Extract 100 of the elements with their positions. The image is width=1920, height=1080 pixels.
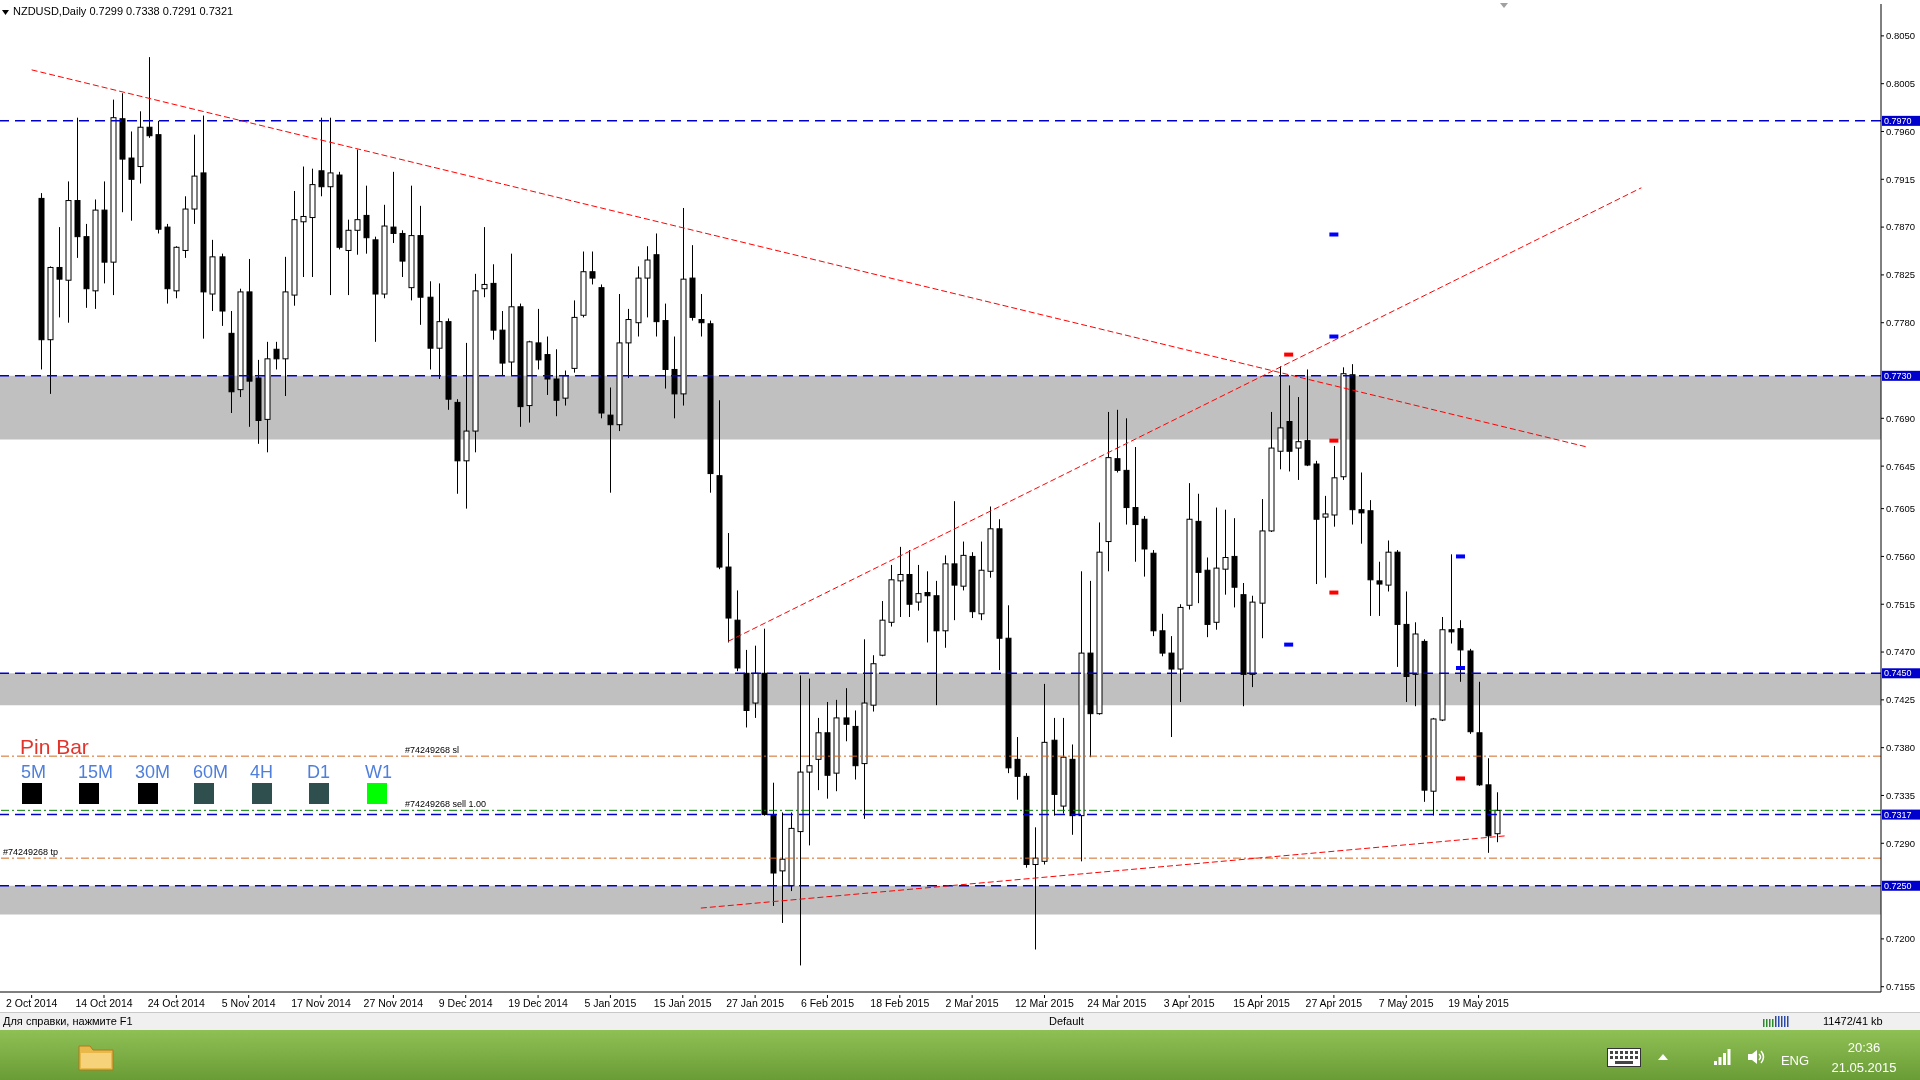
candlestick [1114, 409, 1121, 473]
candlestick [146, 56, 153, 139]
x-tick-label: 15 Jan 2015 [653, 997, 712, 1010]
x-tick-label: 24 Oct 2014 [147, 997, 206, 1010]
ref-line-label: 0.7317 [1884, 809, 1912, 820]
y-tick-label: 0.7605 [1886, 503, 1916, 514]
candlestick [128, 130, 135, 222]
candlestick [843, 687, 850, 742]
candlestick [625, 308, 632, 379]
y-tick-label: 0.7425 [1886, 694, 1916, 706]
x-tick-label: 5 Jan 2015 [584, 997, 637, 1010]
candlestick [806, 678, 813, 846]
annotation: Pin Bar [20, 735, 89, 759]
candlestick [698, 293, 705, 338]
annotation: 30M [135, 762, 171, 783]
x-tick-label: 15 Apr 2015 [1233, 997, 1291, 1010]
candlestick [1014, 736, 1021, 801]
text: 20:36 [1847, 1040, 1881, 1056]
x-tick-label: 14 Oct 2014 [75, 997, 133, 1010]
candlestick [1494, 791, 1501, 843]
y-tick-label: 0.8005 [1886, 78, 1916, 90]
text: Для справки, нажмите F1 [3, 1015, 133, 1028]
candlestick [354, 149, 361, 256]
candlestick [1168, 635, 1175, 738]
candlestick [644, 245, 651, 318]
y-tick-label: 0.7335 [1886, 789, 1916, 801]
y-tick-label: 0.7380 [1886, 742, 1916, 754]
x-tick-label: 19 May 2015 [1448, 997, 1510, 1010]
y-tick-label: 0.7645 [1886, 460, 1916, 472]
x-tick-label: 2 Oct 2014 [5, 997, 58, 1010]
y-tick-label: 0.7825 [1886, 269, 1916, 281]
x-tick-label: 17 Nov 2014 [291, 997, 351, 1010]
text: 21.05.2015 [1831, 1060, 1897, 1076]
x-tick-label: 7 May 2015 [1378, 997, 1434, 1010]
x-tick-label: 6 Feb 2015 [800, 997, 855, 1010]
ref-line-label: #74249268 sl [405, 745, 460, 756]
x-tick-label: 2 Mar 2015 [945, 997, 999, 1010]
candlestick [327, 117, 334, 296]
y-tick-label: 0.7155 [1886, 981, 1916, 993]
y-tick-label: 0.7200 [1886, 933, 1916, 945]
x-tick-label: 27 Apr 2015 [1305, 997, 1363, 1010]
candlestick [1322, 495, 1329, 579]
annotation: 5M [21, 762, 47, 783]
candlestick [390, 171, 397, 244]
candlestick [924, 570, 931, 643]
candlestick [897, 546, 904, 618]
candlestick [1222, 509, 1229, 596]
y-tick-label: 0.7960 [1886, 125, 1916, 137]
ref-line-label: 0.7730 [1884, 370, 1912, 381]
annotation: 15M [78, 762, 114, 783]
candlestick [915, 564, 922, 612]
x-tick-label: 5 Nov 2014 [221, 997, 276, 1010]
candlestick [56, 226, 63, 318]
y-tick-label: 0.7560 [1886, 550, 1916, 562]
candlestick [1448, 553, 1455, 645]
candlestick [273, 341, 280, 370]
candlestick [1457, 619, 1464, 683]
chart-title: NZDUSD,Daily 0.7299 0.7338 0.7291 0.7321 [13, 5, 234, 17]
candlestick [607, 387, 614, 494]
candlestick [1295, 396, 1302, 481]
candlestick [779, 811, 786, 924]
candlestick [1277, 365, 1284, 470]
candlestick [481, 226, 488, 298]
candlestick [1358, 472, 1365, 545]
y-tick-label: 0.8050 [1886, 30, 1916, 42]
annotation: 4H [250, 762, 274, 783]
y-tick-label: 0.7470 [1886, 646, 1916, 658]
y-tick-label: 0.7690 [1886, 412, 1916, 424]
candlestick [1376, 561, 1383, 617]
text: ENG [1780, 1053, 1810, 1069]
candlestick [1159, 613, 1166, 657]
ref-line-label: 0.7250 [1884, 880, 1912, 891]
candlestick [589, 251, 596, 285]
ref-line-label: 0.7970 [1884, 116, 1912, 127]
x-tick-label: 27 Nov 2014 [363, 997, 424, 1010]
candlestick [553, 348, 560, 417]
candlestick [562, 370, 569, 407]
text: Default [1049, 1015, 1084, 1028]
ref-line-label: #74249268 tp [3, 847, 59, 858]
candlestick [1032, 826, 1039, 951]
x-tick-label: 12 Mar 2015 [1015, 997, 1075, 1010]
y-tick-label: 0.7915 [1886, 173, 1916, 185]
ref-line-label: 0.7450 [1884, 668, 1912, 679]
annotation: W1 [365, 762, 392, 783]
x-tick-label: 19 Dec 2014 [508, 997, 569, 1010]
x-tick-label: 27 Jan 2015 [726, 997, 785, 1010]
y-tick-label: 0.7870 [1886, 221, 1916, 233]
candlestick [318, 117, 325, 197]
candlestick [535, 308, 542, 370]
x-tick-label: 9 Dec 2014 [438, 997, 493, 1010]
x-tick-label: 18 Feb 2015 [870, 997, 930, 1010]
annotation: 60M [193, 762, 229, 783]
text: 11472/41 kb [1823, 1015, 1883, 1028]
y-tick-label: 0.7290 [1886, 837, 1916, 849]
annotation: D1 [307, 762, 331, 783]
candlestick [951, 500, 958, 621]
candlestick [300, 166, 307, 278]
candlestick [363, 185, 370, 255]
ref-line-label: #74249268 sell 1.00 [405, 799, 487, 810]
x-tick-label: 3 Apr 2015 [1163, 997, 1215, 1010]
